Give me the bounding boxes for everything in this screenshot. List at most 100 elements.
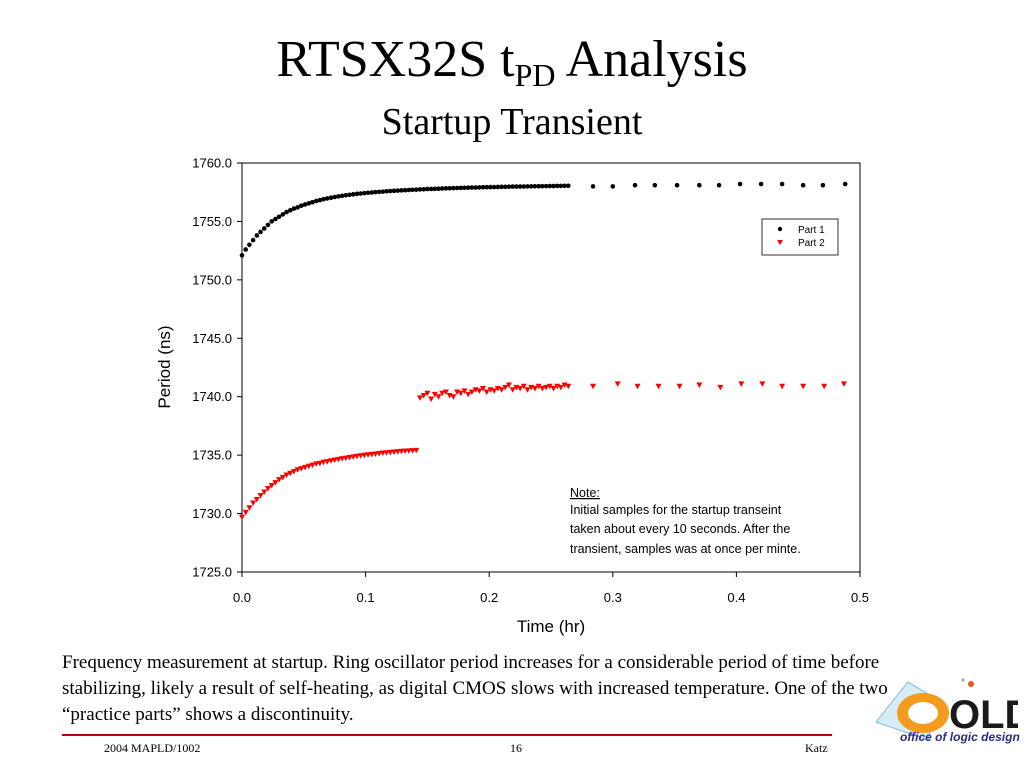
data-point (376, 451, 383, 457)
data-point (358, 191, 363, 196)
data-point (269, 219, 274, 224)
data-point (800, 182, 806, 188)
data-point (250, 237, 256, 243)
logo-mark-text: OLD (949, 693, 1018, 737)
data-point (820, 182, 826, 188)
data-point (462, 185, 467, 191)
footer-conference: 2004 MAPLD/1002 (104, 741, 201, 755)
x-tick-label: 0.0 (233, 590, 251, 605)
data-point (290, 469, 297, 475)
data-point (562, 183, 567, 189)
legend-label-part-2: Part 2 (798, 238, 825, 249)
data-point (491, 388, 498, 394)
data-point (439, 390, 446, 397)
data-point (391, 188, 397, 194)
y-tick-label: 1745.0 (192, 331, 232, 346)
x-axis-label: Time (hr) (517, 617, 585, 636)
data-point (324, 196, 330, 201)
data-point (521, 184, 527, 189)
data-point (272, 480, 279, 486)
data-point (551, 183, 556, 189)
data-point (402, 187, 408, 193)
data-point (239, 514, 245, 521)
data-point (842, 181, 848, 187)
data-point (331, 457, 338, 464)
data-point (458, 185, 464, 191)
data-point (291, 206, 297, 211)
data-point (477, 185, 482, 190)
data-point (321, 196, 326, 202)
data-point (428, 186, 434, 192)
y-tick-label: 1725.0 (192, 565, 232, 580)
data-point (242, 509, 249, 516)
data-point (457, 390, 464, 397)
data-point (324, 459, 331, 465)
data-point (284, 209, 289, 215)
data-point (614, 381, 621, 387)
data-point (409, 448, 416, 454)
data-point (759, 381, 766, 387)
legend: Part 1 Part 2 (761, 218, 839, 256)
data-point (696, 382, 703, 389)
data-point (435, 394, 442, 400)
data-point (298, 466, 305, 472)
data-point (302, 202, 308, 207)
data-point (250, 500, 257, 507)
legend-marker-part-2 (777, 240, 783, 245)
note-line-3: transient, samples was at once per minte… (570, 542, 801, 556)
data-point (484, 184, 490, 190)
logo-wordmark: office of logic design (900, 730, 1020, 744)
data-point (368, 451, 375, 458)
data-point (590, 383, 597, 390)
data-point (339, 456, 346, 462)
data-point (387, 449, 394, 456)
data-point (362, 190, 367, 196)
data-point (465, 185, 471, 190)
slide-title-main: RTSX32S t (276, 31, 515, 88)
data-point (413, 187, 419, 192)
data-point (632, 182, 638, 188)
plot-frame (241, 162, 861, 573)
data-point (313, 461, 320, 467)
data-point (674, 182, 680, 188)
data-point (268, 483, 275, 489)
data-point (450, 394, 457, 400)
data-point (483, 389, 490, 396)
data-point (254, 233, 260, 238)
footer-author: Katz (805, 741, 828, 755)
data-point (376, 189, 382, 195)
data-point (372, 451, 379, 457)
data-point (502, 184, 508, 190)
data-point (347, 192, 352, 198)
data-point (395, 188, 401, 193)
data-point (246, 505, 253, 511)
data-point (365, 190, 371, 196)
data-point (655, 383, 662, 390)
data-point (509, 387, 516, 393)
data-point (398, 448, 405, 455)
data-point (399, 188, 404, 193)
data-point (283, 472, 290, 479)
data-point (317, 197, 323, 203)
data-point (273, 216, 278, 222)
data-point (425, 186, 430, 192)
data-point (547, 183, 553, 189)
data-point (543, 183, 549, 189)
footer-page-number: 16 (510, 741, 522, 755)
data-point (758, 181, 764, 187)
x-tick-label: 0.4 (727, 590, 745, 605)
data-point (373, 189, 378, 195)
data-point (737, 181, 743, 187)
slide-title: RTSX32S tPD Analysis (0, 30, 1024, 91)
data-point (543, 384, 550, 391)
data-point (480, 185, 486, 190)
data-point (432, 186, 438, 192)
data-point (343, 192, 349, 198)
data-point (557, 384, 564, 391)
chart-note: Note: Initial samples for the startup tr… (570, 486, 801, 556)
data-point (299, 203, 304, 208)
data-point (388, 188, 393, 194)
series-part-2 (239, 381, 847, 521)
data-point (276, 477, 283, 483)
data-point (239, 253, 245, 258)
